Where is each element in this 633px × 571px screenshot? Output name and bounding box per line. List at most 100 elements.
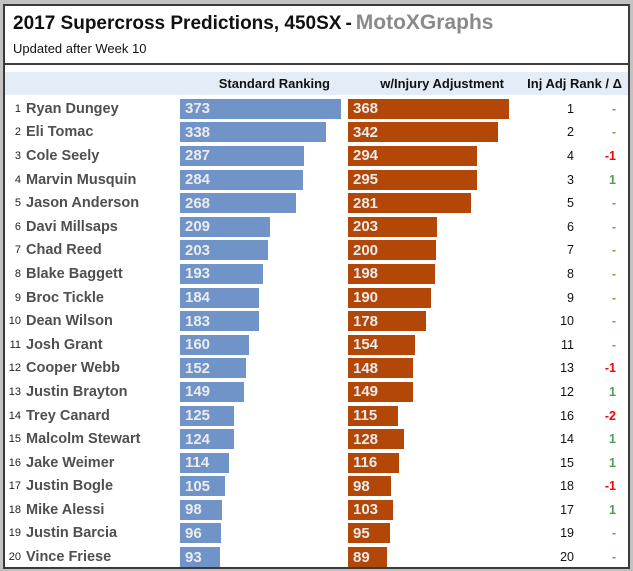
injury-adjusted-rank: 9 [567,290,574,305]
rank-delta: 1 [609,502,616,517]
injury-adjusted-cell: 154 [348,334,514,355]
injury-adjusted-cell: 198 [348,263,514,284]
injury-adjusted-rank: 16 [560,408,574,423]
standard-ranking-value: 209 [185,218,211,236]
injury-adjusted-bar: 198 [348,263,435,284]
standard-ranking-bar: 149 [180,381,244,402]
injury-adjusted-bar: 368 [348,98,509,119]
row-rank: 19 [8,527,21,540]
injury-adjusted-rank: 11 [561,337,574,352]
rows: 1 Ryan Dungey 373 368 1 - 2 Eli Tomac 33… [5,97,628,569]
standard-ranking-bar: 373 [180,98,341,119]
table-row: 8 Blake Baggett 193 198 8 - [5,262,628,286]
injury-adjusted-rank: 8 [567,266,574,281]
table-row: 7 Chad Reed 203 200 7 - [5,239,628,263]
standard-ranking-value: 96 [185,524,202,542]
rank-delta: - [611,550,616,565]
column-header-standard-ranking: Standard Ranking [218,76,330,91]
rank-delta: -2 [604,408,616,423]
standard-ranking-value: 93 [185,548,202,566]
standard-ranking-cell: 96 [180,523,348,544]
injury-adjusted-bar: 128 [348,429,404,450]
injury-adjusted-cell: 95 [348,523,514,544]
rider-name: Cooper Webb [26,360,120,377]
rank-delta: 1 [609,432,616,447]
standard-ranking-value: 373 [185,100,211,118]
row-rank: 12 [8,362,21,375]
table-row: 10 Dean Wilson 183 178 10 - [5,309,628,333]
table-row: 3 Cole Seely 287 294 4 -1 [5,144,628,168]
injury-adjusted-rank: 12 [560,384,574,399]
standard-ranking-value: 338 [185,123,211,141]
standard-ranking-value: 160 [185,336,211,354]
injury-adjusted-value: 116 [353,454,378,472]
injury-adjusted-value: 190 [353,289,379,307]
table-row: 13 Justin Brayton 149 149 12 1 [5,380,628,404]
injury-adjusted-value: 149 [353,383,379,401]
row-rank: 2 [14,126,21,139]
injury-adjusted-cell: 200 [348,240,514,261]
injury-adjusted-cell: 148 [348,358,514,379]
injury-adjusted-cell: 149 [348,381,514,402]
injury-adjusted-cell: 89 [348,547,514,568]
injury-adjusted-value: 281 [353,194,379,212]
injury-adjusted-cell: 368 [348,98,514,119]
standard-ranking-value: 152 [185,359,211,377]
rider-name: Justin Brayton [26,383,128,400]
injury-adjusted-value: 200 [353,241,379,259]
rider-name: Chad Reed [26,242,102,259]
rank-delta: - [611,219,616,234]
standard-ranking-cell: 338 [180,122,348,143]
standard-ranking-cell: 124 [180,429,348,450]
rider-name: Jake Weimer [26,454,115,471]
standard-ranking-bar: 183 [180,311,259,332]
standard-ranking-cell: 284 [180,169,348,190]
row-rank: 16 [8,456,21,469]
standard-ranking-bar: 160 [180,334,249,355]
injury-adjusted-rank: 2 [567,125,574,140]
injury-adjusted-value: 98 [353,477,370,495]
rider-name: Jason Anderson [26,195,140,212]
rank-delta: - [611,290,616,305]
injury-adjusted-rank: 3 [567,172,574,187]
table-row: 9 Broc Tickle 184 190 9 - [5,286,628,310]
brand-title: MotoXGraphs [355,11,494,34]
rider-name: Eli Tomac [26,124,94,141]
table-row: 12 Cooper Webb 152 148 13 -1 [5,357,628,381]
rank-delta: 1 [609,455,616,470]
standard-ranking-bar: 209 [180,216,270,237]
injury-adjusted-bar: 116 [348,452,399,473]
rank-delta: - [611,526,616,541]
standard-ranking-cell: 268 [180,193,348,214]
row-rank: 20 [8,551,21,564]
row-rank: 3 [14,149,21,162]
table-row: 2 Eli Tomac 338 342 2 - [5,121,628,145]
injury-adjusted-cell: 98 [348,476,514,497]
standard-ranking-cell: 184 [180,287,348,308]
injury-adjusted-value: 103 [353,501,379,519]
row-rank: 17 [8,480,21,493]
injury-adjusted-bar: 89 [348,547,387,568]
row-rank: 10 [8,315,21,328]
injury-adjusted-cell: 281 [348,193,514,214]
injury-adjusted-rank: 14 [560,432,574,447]
standard-ranking-bar: 125 [180,405,234,426]
row-rank: 5 [14,197,21,210]
injury-adjusted-rank: 20 [560,550,574,565]
standard-ranking-value: 105 [185,477,211,495]
standard-ranking-bar: 203 [180,240,268,261]
standard-ranking-cell: 152 [180,358,348,379]
standard-ranking-value: 149 [185,383,211,401]
injury-adjusted-bar: 95 [348,523,390,544]
standard-ranking-bar: 124 [180,429,234,450]
injury-adjusted-bar: 115 [348,405,398,426]
standard-ranking-value: 268 [185,194,211,212]
subtitle: Updated after Week 10 [13,41,147,56]
table-row: 20 Vince Friese 93 89 20 - [5,545,628,569]
injury-adjusted-cell: 294 [348,145,514,166]
rider-name: Blake Baggett [26,265,123,282]
standard-ranking-cell: 209 [180,216,348,237]
injury-adjusted-bar: 342 [348,122,498,143]
injury-adjusted-bar: 178 [348,311,426,332]
